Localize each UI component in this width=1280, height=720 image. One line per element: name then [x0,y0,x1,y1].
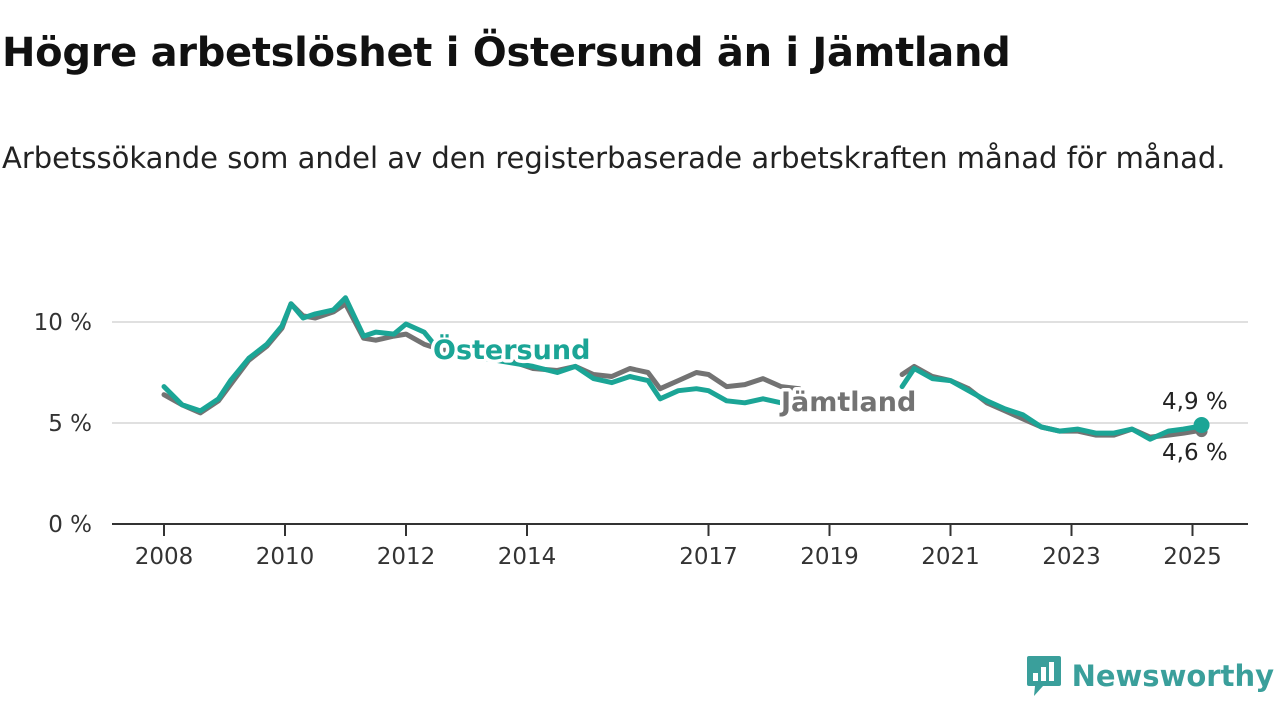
x-tick-label: 2021 [921,544,980,570]
chart-title: Högre arbetslöshet i Östersund än i Jämt… [2,30,1011,76]
chart-subtitle: Arbetssökande som andel av den registerb… [2,141,1226,175]
brand-name: Newsworthy [1071,659,1274,693]
end-marker-ostersund [1193,417,1210,434]
x-axis-ticks: 2008 2010 2012 2014 2017 2019 2021 2023 2025 [135,524,1222,570]
x-tick-label: 2014 [498,544,557,570]
x-tick-label: 2010 [256,544,315,570]
newsworthy-logo-icon [1026,656,1061,696]
x-tick-label: 2008 [135,544,194,570]
end-label-jamtland: 4,6 % [1162,440,1228,466]
gridlines [112,321,1248,424]
x-tick-label: 2019 [800,544,859,570]
brand-logo: Newsworthy [1026,654,1274,698]
y-tick-label: 0 % [48,512,92,538]
end-markers [1193,417,1210,438]
series-line-ostersund [161,295,1205,442]
y-axis-ticks: 0 % 5 % 10 % [34,310,92,538]
y-tick-label: 5 % [48,411,92,437]
y-tick-label: 10 % [34,310,92,336]
x-tick-label: 2023 [1042,544,1101,570]
x-tick-label: 2012 [377,544,436,570]
x-tick-label: 2025 [1163,544,1222,570]
label-jamtland: Jämtland [779,387,916,418]
x-tick-label: 2017 [679,544,738,570]
series-lines [161,295,1205,442]
label-ostersund: Östersund [433,333,590,366]
end-label-ostersund: 4,9 % [1162,389,1228,415]
series-line-jamtland [161,301,1205,440]
